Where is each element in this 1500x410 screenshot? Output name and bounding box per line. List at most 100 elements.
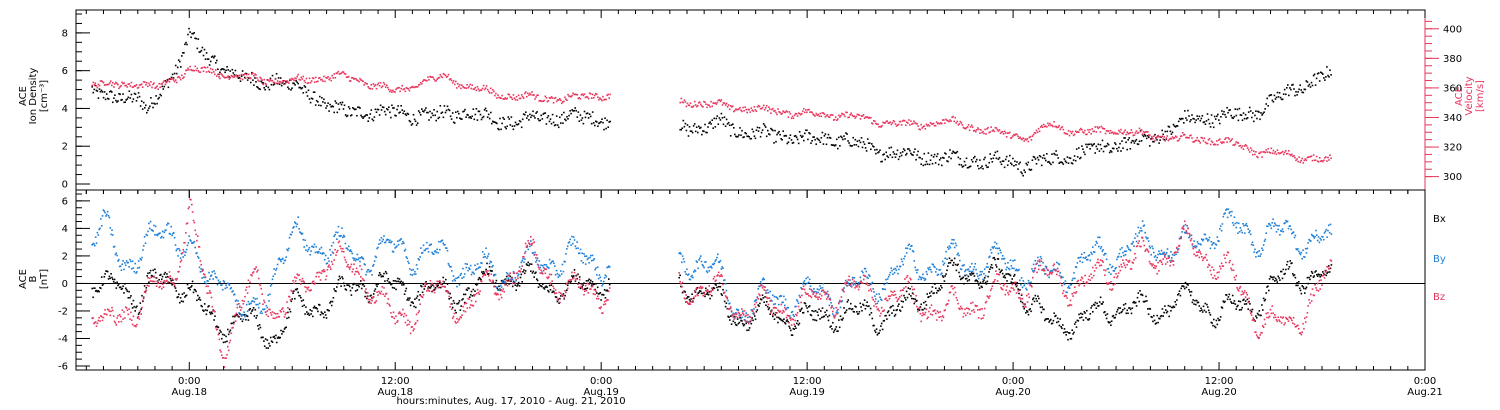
by-series-point [274,273,276,275]
by-series-point [505,271,508,274]
velocity-series-point [511,98,514,100]
velocity-series-point [234,75,237,77]
density-series-point [1052,161,1054,164]
bx-series-point [1121,310,1123,313]
velocity-series-point [976,129,978,131]
velocity-series-point [1060,126,1063,129]
velocity-series-point [519,97,522,100]
bx-series-point [883,319,886,322]
bx-series-point [841,319,844,321]
density-series-point [1329,69,1331,71]
bx-series-point [770,310,772,312]
density-series-point [982,167,984,170]
velocity-series-point [318,77,320,80]
density-series-point [1195,119,1197,121]
density-series-point [270,83,273,86]
by-series-point [769,290,771,293]
by-series-point [1197,242,1200,245]
bx-series-point [1189,294,1192,297]
bx-series-point [982,281,984,283]
by-series-point [1249,230,1251,232]
bx-series-point [379,273,382,276]
density-series-point [1092,143,1094,146]
density-series-point [935,155,938,158]
velocity-series-point [1187,137,1189,139]
bx-series-point [1062,331,1065,334]
by-series-point [839,306,842,309]
bx-series-point [684,291,686,293]
density-series-point [801,136,803,138]
bx-series-point [100,287,102,290]
bx-series-point [372,293,375,295]
by-series-point [171,234,173,237]
velocity-series-point [970,124,973,127]
density-series-point [908,148,910,150]
bx-series-point [942,276,945,278]
velocity-series-point [274,77,277,80]
by-series-point [327,257,329,260]
bx-series-point [1179,294,1182,297]
density-series-point [1060,161,1063,163]
velocity-series-point [946,119,948,122]
bx-series-point [1105,317,1108,320]
velocity-series-point [578,97,581,99]
density-series-point [588,113,591,115]
by-series-point [573,239,576,241]
by-series-point [562,270,565,273]
by-series-point [889,271,892,274]
bx-series-point [1133,300,1135,303]
by-series-point [445,247,447,249]
velocity-series-point [241,78,244,81]
bx-series-point [1041,306,1043,308]
by-series-point [182,256,184,258]
bx-series-point [902,300,904,303]
velocity-series-point [524,92,526,95]
bx-series-point [1271,276,1273,279]
by-series-point [1086,258,1089,261]
by-series-point [294,221,296,223]
velocity-series-point [568,95,570,97]
by-series-point [1036,262,1038,265]
by-series-point [197,255,199,258]
density-series-point [1281,98,1284,101]
bx-series-point [1018,292,1020,295]
by-series-point [245,303,248,306]
bx-series-point [110,273,112,275]
velocity-series-point [1303,159,1306,162]
by-series-point [1066,291,1068,294]
velocity-series-point [894,123,897,125]
density-series-point [299,86,302,89]
density-series-point [400,105,402,107]
density-series-point [472,108,475,110]
by-series-point [1037,256,1039,259]
velocity-series-point [960,122,963,124]
by-series-point [923,279,926,281]
bx-series-point [699,290,701,292]
bx-series-point [1002,276,1005,278]
density-series-point [147,109,149,112]
bx-series-point [1040,311,1043,314]
bx-series-point [719,285,722,288]
density-series-point [1187,109,1189,112]
bx-series-point [537,286,540,288]
velocity-series-point [1257,156,1259,159]
by-series-point [329,248,331,251]
density-series-point [1134,140,1137,142]
by-series-point [1155,259,1158,261]
velocity-series-point [911,123,913,125]
bx-series-point [281,333,283,335]
density-series-point [344,114,347,116]
bx-series-point [1013,273,1016,276]
velocity-series-point [851,114,853,116]
bx-series-point [323,316,325,319]
bx-series-point [1172,305,1175,308]
bx-series-point [1025,312,1027,314]
density-series-point [936,153,939,155]
bx-series-point [1027,313,1030,316]
by-series-point [388,241,390,243]
density-series-point [1320,71,1322,74]
bx-series-point [1310,275,1312,277]
density-series-point [540,114,542,117]
velocity-series-point [1297,160,1299,163]
by-series-point [540,264,542,266]
